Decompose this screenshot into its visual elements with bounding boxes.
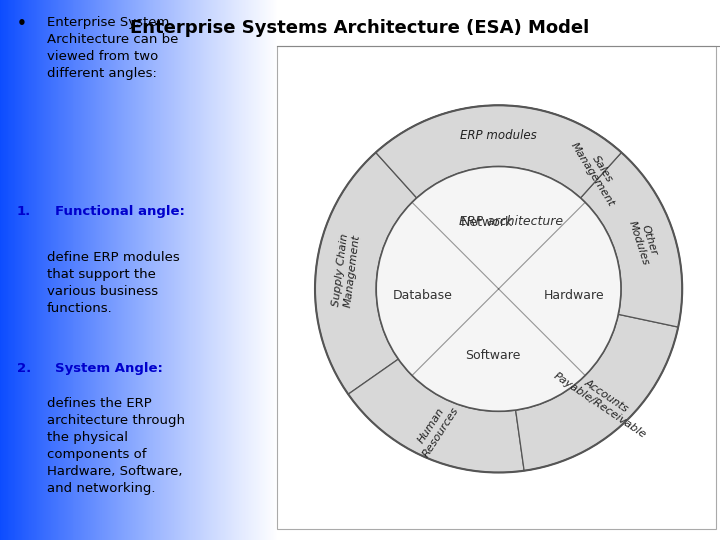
Wedge shape [315, 152, 417, 394]
Wedge shape [516, 314, 678, 471]
Wedge shape [348, 359, 524, 472]
Text: 2.: 2. [17, 362, 31, 375]
Wedge shape [580, 152, 682, 327]
Text: Hardware: Hardware [544, 289, 605, 302]
Wedge shape [376, 105, 621, 198]
Text: Sales
Management: Sales Management [568, 135, 626, 208]
Circle shape [377, 166, 621, 411]
Text: Enterprise System
Architecture can be
viewed from two
different angles:: Enterprise System Architecture can be vi… [47, 16, 179, 80]
Text: Database: Database [393, 289, 453, 302]
Text: defines the ERP
architecture through
the physical
components of
Hardware, Softwa: defines the ERP architecture through the… [47, 397, 185, 495]
Text: •: • [17, 16, 27, 31]
Text: 1.: 1. [17, 205, 31, 218]
Text: Human
Resources: Human Resources [412, 399, 461, 458]
Bar [277, 46, 716, 529]
Text: define ERP modules
that support the
various business
functions.: define ERP modules that support the vari… [47, 251, 180, 315]
Text: Supply Chain
Management: Supply Chain Management [331, 232, 362, 308]
Text: Functional angle:: Functional angle: [55, 205, 185, 218]
Text: ERP modules: ERP modules [460, 130, 537, 143]
Text: Accounts
Payable/Receivable: Accounts Payable/Receivable [552, 361, 654, 440]
Text: Software: Software [465, 349, 521, 362]
Wedge shape [376, 105, 621, 198]
Text: Enterprise Systems Architecture (ESA) Model: Enterprise Systems Architecture (ESA) Mo… [130, 19, 590, 37]
Text: ERP architecture: ERP architecture [459, 215, 563, 228]
Text: Network: Network [461, 216, 513, 229]
Text: Other
Modules: Other Modules [626, 217, 662, 267]
Text: System Angle:: System Angle: [55, 362, 163, 375]
